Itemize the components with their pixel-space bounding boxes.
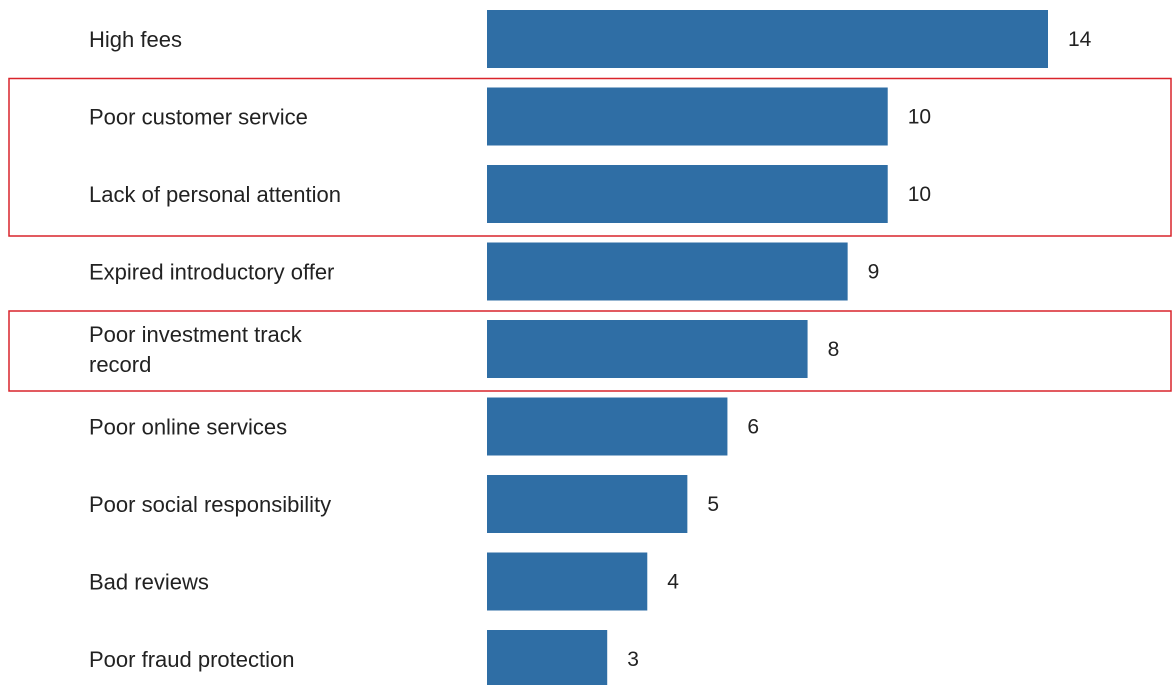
category-label: Poor customer service [89, 105, 308, 130]
value-label: 5 [707, 493, 719, 516]
value-label: 6 [747, 416, 759, 439]
category-label: Poor investment track record [89, 322, 303, 377]
highlight-box [8, 310, 1172, 392]
value-label: 14 [1068, 28, 1092, 51]
bar-poor-investment-track-record [487, 320, 808, 378]
category-label: Poor fraud protection [89, 647, 294, 672]
category-label: High fees [89, 27, 182, 52]
category-label: Expired introductory offer [89, 260, 334, 285]
bar-poor-online-services [487, 397, 728, 456]
value-label: 9 [868, 261, 880, 284]
value-label: 10 [908, 106, 931, 129]
category-label: Poor social responsibility [89, 492, 331, 517]
bar-high-fees [487, 10, 1048, 68]
bar-lack-of-personal-attention [487, 165, 888, 223]
highlight-box [8, 77, 1172, 237]
value-label: 3 [627, 648, 639, 671]
bar-poor-fraud-protection [487, 630, 608, 685]
bar-bad-reviews [487, 552, 648, 611]
bar-poor-social-responsibility [487, 475, 688, 533]
category-label: Poor online services [89, 415, 287, 440]
value-label: 10 [908, 183, 931, 206]
bar-poor-customer-service [487, 87, 888, 146]
bar-expired-introductory-offer [487, 242, 848, 301]
category-label: Lack of personal attention [89, 182, 341, 207]
value-label: 8 [828, 338, 840, 361]
category-label: Bad reviews [89, 570, 209, 595]
value-label: 4 [667, 571, 679, 594]
